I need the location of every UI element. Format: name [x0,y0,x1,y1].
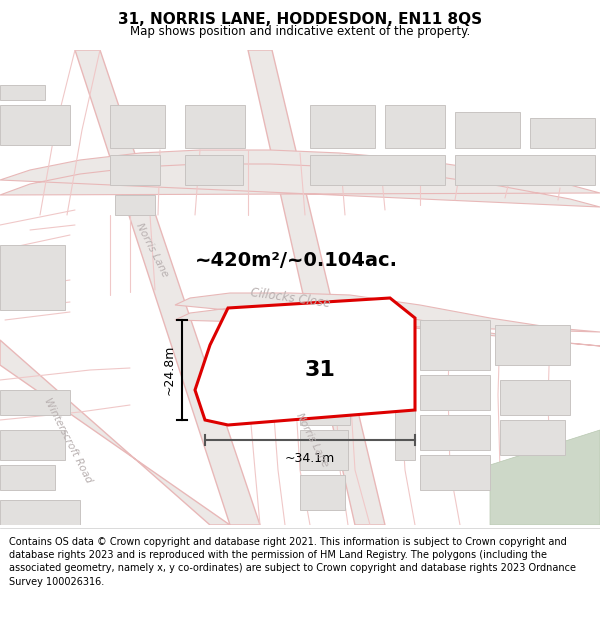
Polygon shape [385,105,445,148]
Polygon shape [0,430,65,460]
Polygon shape [530,118,595,148]
Polygon shape [0,150,600,207]
Polygon shape [110,155,160,185]
Polygon shape [310,155,445,185]
Text: Norris Lane: Norris Lane [134,221,170,279]
Polygon shape [395,390,415,460]
Text: 31, NORRIS LANE, HODDESDON, EN11 8QS: 31, NORRIS LANE, HODDESDON, EN11 8QS [118,12,482,28]
Text: ~24.8m: ~24.8m [163,345,176,395]
Polygon shape [300,385,350,425]
Polygon shape [115,195,155,215]
Polygon shape [420,375,490,410]
Polygon shape [0,390,70,415]
Polygon shape [455,155,595,185]
Polygon shape [0,245,65,310]
Polygon shape [185,105,245,148]
Polygon shape [455,112,520,148]
Text: Cillocks Close: Cillocks Close [249,286,331,310]
Polygon shape [495,325,570,365]
Polygon shape [0,105,70,145]
Polygon shape [420,455,490,490]
Polygon shape [500,420,565,455]
Text: ~420m²/~0.104ac.: ~420m²/~0.104ac. [195,251,398,269]
Polygon shape [300,475,345,510]
Polygon shape [0,340,230,525]
Polygon shape [300,430,348,470]
Text: 31: 31 [305,360,335,380]
Text: Norris Lane: Norris Lane [294,411,330,469]
Text: ~34.1m: ~34.1m [285,452,335,465]
Polygon shape [195,298,415,425]
Polygon shape [175,293,600,346]
Text: Winterscroft Road: Winterscroft Road [42,396,94,484]
Polygon shape [0,500,80,525]
Text: Map shows position and indicative extent of the property.: Map shows position and indicative extent… [130,24,470,38]
Polygon shape [0,85,45,100]
Polygon shape [500,380,570,415]
Polygon shape [185,155,243,185]
Polygon shape [420,320,490,370]
Polygon shape [248,50,385,525]
Polygon shape [75,50,260,525]
Polygon shape [310,105,375,148]
Polygon shape [490,430,600,525]
Polygon shape [110,105,165,148]
Text: Contains OS data © Crown copyright and database right 2021. This information is : Contains OS data © Crown copyright and d… [9,537,576,587]
Polygon shape [0,465,55,490]
Polygon shape [420,415,490,450]
